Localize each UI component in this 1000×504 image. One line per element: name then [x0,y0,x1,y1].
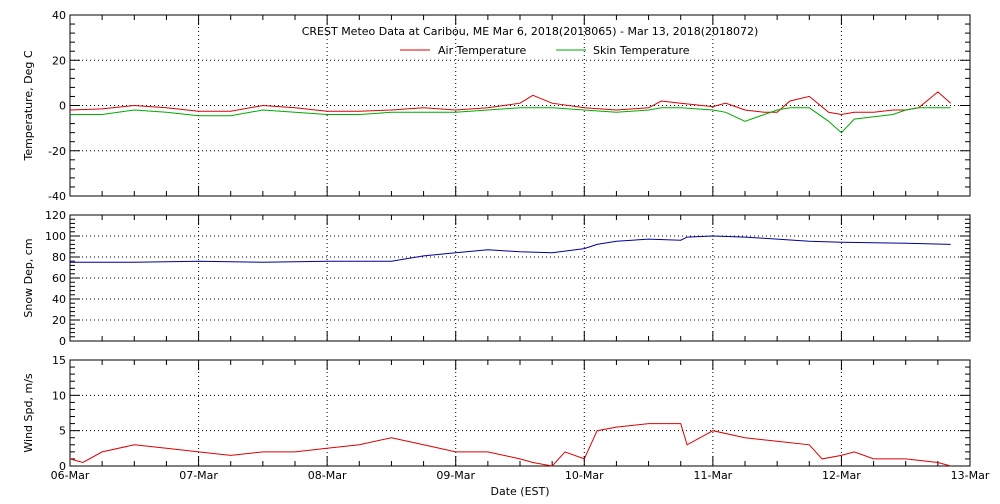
x-tick-label: 10-Mar [565,469,604,482]
panel-0-ytick-label: 20 [52,54,66,67]
panel-2-ytick-label: 0 [59,460,66,473]
panel-1-ytick-label: 80 [52,251,66,264]
chart-title: CREST Meteo Data at Caribou, ME Mar 6, 2… [302,25,759,38]
panel-2-ytick-label: 15 [52,354,66,367]
panel-0-ylabel: Temperature, Deg C [22,50,35,161]
panel-0-ytick-label: 40 [52,9,66,22]
x-tick-label: 09-Mar [436,469,475,482]
panel-1-ytick-label: 40 [52,293,66,306]
x-tick-label: 13-Mar [951,469,990,482]
panel-2-ylabel: Wind Spd, m/s [22,373,35,453]
x-tick-label: 07-Mar [179,469,218,482]
panel-0-ytick-label: -20 [48,145,66,158]
x-tick-label: 06-Mar [51,469,90,482]
panel-1-ytick-label: 0 [59,335,66,348]
x-tick-label: 08-Mar [308,469,347,482]
panel-1-ytick-label: 60 [52,272,66,285]
panel-1-series-0-line [70,235,951,263]
panel-2-ytick-label: 10 [52,389,66,402]
legend-skin-label: Skin Temperature [593,44,690,57]
panel-0-series-0-line [69,91,952,116]
panel-2-frame [69,359,971,467]
x-tick-label: 11-Mar [693,469,732,482]
x-axis-label: Date (EST) [490,485,549,498]
panel-2-ytick-label: 5 [59,425,66,438]
panel-1-ytick-label: 20 [52,314,66,327]
legend-air-label: Air Temperature [438,44,527,57]
panel-0-ytick-label: 0 [59,100,66,113]
panel-1-ytick-label: 100 [45,230,66,243]
legend: Air Temperature Skin Temperature [400,44,690,57]
panel-1-ylabel: Snow Dep, cm [22,238,35,317]
panel-1-ytick-label: 120 [45,209,66,222]
panel-0-series-1-line [70,107,951,134]
panel-2-series-0-line [69,423,951,467]
panel-0-ytick-label: -40 [48,190,66,203]
x-tick-label: 12-Mar [822,469,861,482]
